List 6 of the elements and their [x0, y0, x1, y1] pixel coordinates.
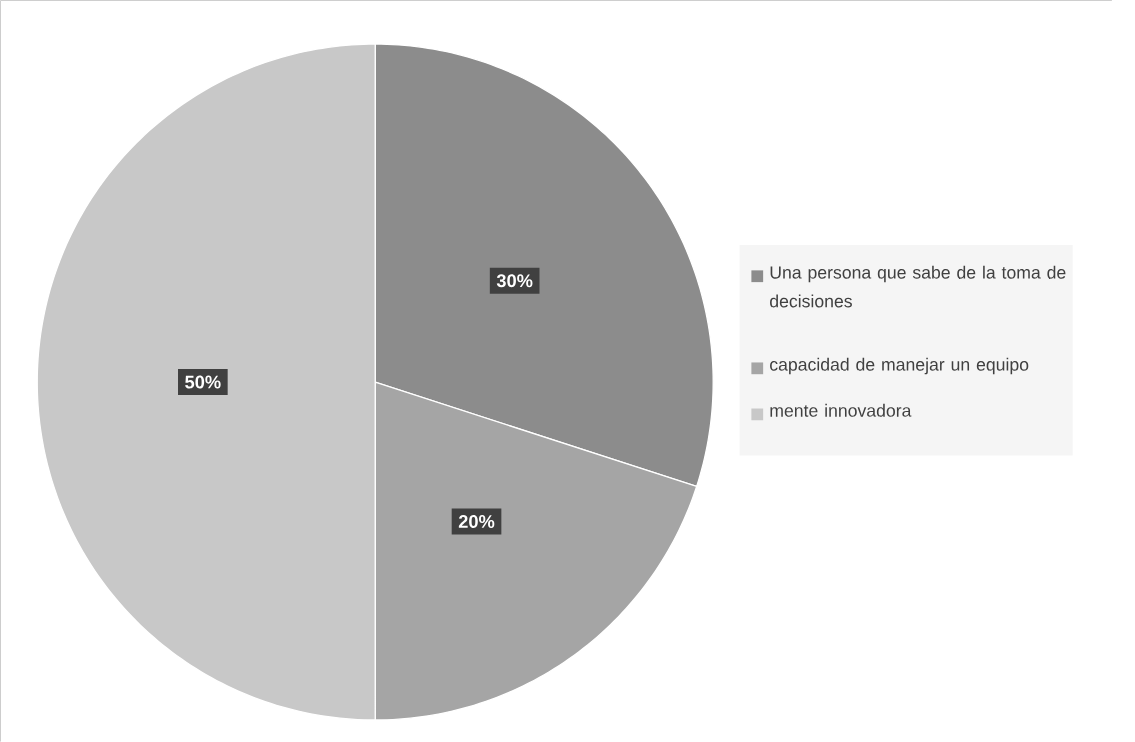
data-label: 20%: [458, 514, 495, 528]
legend-label: capacidad de manejar un equipo: [770, 357, 1029, 375]
legend-label: Una persona que sabe de la toma de decisiones: [770, 265, 1066, 308]
data-label: 30%: [496, 274, 533, 288]
data-label: 50%: [185, 375, 221, 389]
legend-label: mente innovadora: [770, 403, 912, 417]
